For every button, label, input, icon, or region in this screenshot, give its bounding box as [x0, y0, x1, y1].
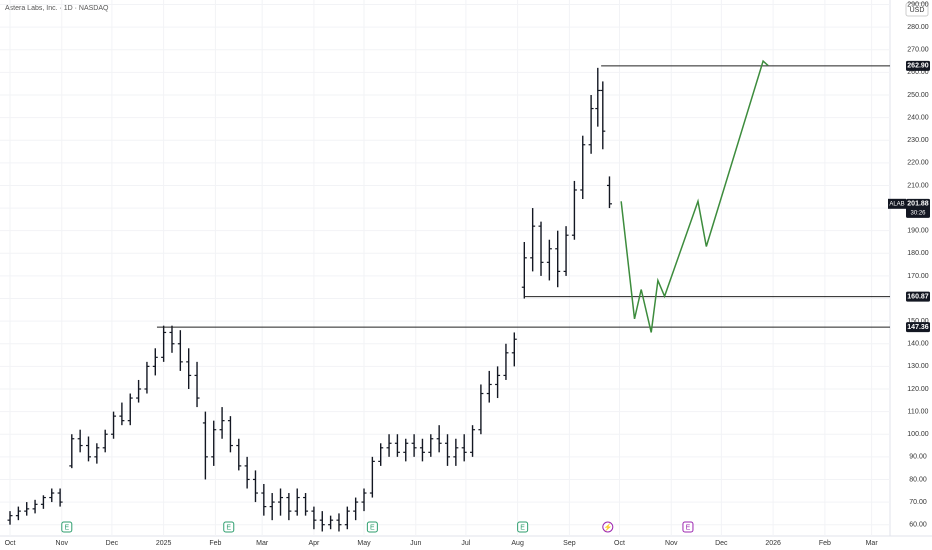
y-tick-label: 260.00	[907, 69, 929, 76]
y-tick-label: 250.00	[907, 92, 929, 99]
event-label: ⚡	[603, 522, 612, 531]
x-tick-label: Feb	[209, 540, 221, 547]
chart-title: Astera Labs, Inc. · 1D · NASDAQ	[5, 5, 109, 12]
y-tick-label: 270.00	[907, 47, 929, 54]
countdown: 30:26	[910, 210, 926, 216]
y-tick-label: 80.00	[909, 476, 927, 483]
level-label-box	[906, 291, 930, 302]
y-tick-label: 110.00	[908, 408, 929, 415]
level-label-box	[906, 322, 930, 333]
y-tick-label: 190.00	[907, 228, 929, 235]
x-tick-label: Oct	[614, 540, 625, 547]
event-marker[interactable]	[366, 521, 378, 533]
y-tick-label: 220.00	[907, 160, 929, 167]
x-tick-label: Apr	[308, 540, 320, 547]
x-tick-label: Sep	[563, 540, 576, 547]
event-label: E	[64, 524, 69, 531]
x-tick-label: Oct	[5, 540, 16, 547]
x-tick-label: Nov	[665, 540, 678, 547]
y-tick-label: 60.00	[909, 522, 927, 529]
x-tick-label: Mar	[866, 540, 879, 547]
event-marker[interactable]	[602, 521, 614, 533]
last-price-box	[906, 198, 930, 218]
y-tick-label: 280.00	[907, 24, 929, 31]
y-tick-label: 180.00	[907, 250, 929, 257]
y-tick-label: 140.00	[907, 341, 929, 348]
y-tick-label: 290.00	[907, 1, 929, 8]
x-tick-label: Jul	[461, 540, 470, 547]
event-marker[interactable]	[223, 521, 235, 533]
y-tick-label: 240.00	[907, 114, 929, 121]
level-label-box	[906, 60, 930, 71]
y-tick-label: 70.00	[909, 499, 927, 506]
level-label: 160.87	[907, 293, 929, 300]
y-tick-label: 170.00	[907, 273, 929, 280]
currency: USD	[910, 7, 925, 14]
y-tick-label: 230.00	[907, 137, 929, 144]
x-tick-label: Nov	[56, 540, 69, 547]
event-label: E	[226, 524, 231, 531]
x-tick-label: 2025	[156, 540, 172, 547]
symbol: ALAB	[889, 201, 904, 207]
x-tick-label: Feb	[819, 540, 831, 547]
event-label: E	[520, 524, 525, 531]
event-marker[interactable]	[517, 521, 529, 533]
level-label: 147.36	[907, 324, 929, 331]
currency-box[interactable]	[905, 2, 929, 17]
event-label: E	[686, 524, 691, 531]
y-tick-label: 120.00	[907, 386, 929, 393]
x-tick-label: Aug	[511, 540, 524, 547]
level-label: 262.90	[907, 63, 929, 70]
x-tick-label: Dec	[715, 540, 728, 547]
event-label: E	[370, 524, 375, 531]
x-tick-label: May	[357, 540, 371, 547]
x-tick-label: Mar	[256, 540, 269, 547]
last-price: 201.88	[907, 201, 929, 208]
symbol-box	[888, 198, 906, 209]
x-tick-label: 2026	[765, 540, 781, 547]
y-tick-label: 90.00	[909, 454, 927, 461]
event-marker[interactable]	[682, 521, 694, 533]
y-tick-label: 150.00	[907, 318, 929, 325]
y-tick-label: 130.00	[907, 363, 929, 370]
x-tick-label: Jun	[410, 540, 421, 547]
y-tick-label: 100.00	[907, 431, 929, 438]
x-tick-label: Dec	[106, 540, 119, 547]
projection-line	[620, 59, 769, 333]
event-marker[interactable]	[61, 521, 73, 533]
y-tick-label: 210.00	[907, 182, 929, 189]
